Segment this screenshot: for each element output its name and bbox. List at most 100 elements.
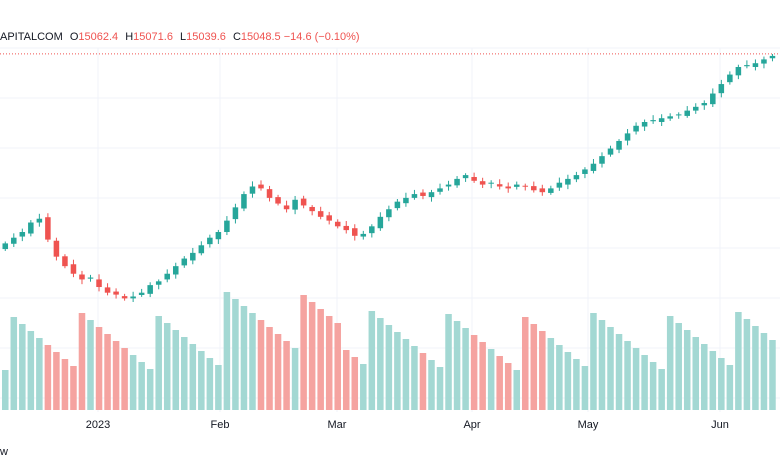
candle-body [411, 194, 418, 198]
candle-body [79, 274, 85, 280]
candle-body [241, 194, 247, 209]
volume-bar [436, 367, 444, 410]
candle-body [769, 55, 776, 59]
candle-body [70, 264, 77, 274]
candle-body [317, 211, 324, 217]
volume-bar [701, 344, 708, 410]
change-value: −14.6 (−0.10%) [283, 31, 360, 43]
candle-body [641, 121, 648, 127]
candle-body [181, 258, 188, 266]
x-tick-label: 2023 [86, 419, 110, 431]
high-value: 15071.6 [133, 31, 173, 43]
candle-body [624, 133, 631, 141]
volume-bar [129, 355, 137, 410]
candle-body [36, 218, 43, 223]
candle-body [752, 63, 759, 67]
volume-bar [291, 348, 299, 410]
volume-bar [189, 344, 197, 410]
candle-body [479, 181, 486, 185]
candle-body [599, 156, 605, 164]
volume-bar [692, 337, 700, 410]
candle-body [232, 207, 239, 220]
volume-bar [155, 316, 162, 410]
volume-bar [496, 356, 503, 410]
open-value: 15062.4 [78, 31, 119, 43]
volume-bar [564, 352, 572, 410]
low-value: 15039.6 [186, 31, 226, 43]
candle-body [590, 163, 597, 171]
volume-bar [445, 314, 452, 410]
candle-body [565, 178, 571, 185]
volume-bar [598, 320, 606, 410]
volume-bar [36, 338, 43, 410]
candle-body [650, 120, 656, 122]
volume-bar [760, 333, 768, 410]
close-label: C [232, 31, 241, 43]
volume-bar [428, 360, 435, 410]
volume-bar [666, 316, 674, 410]
volume-bar [78, 313, 86, 410]
candle-body [420, 192, 426, 196]
close-value: 15048.5 [240, 31, 281, 43]
candle-body [249, 186, 256, 194]
volume-bar [198, 351, 205, 410]
plot-area: 2023 Feb Mar Apr May Jun [0, 47, 780, 431]
volume-bar [104, 334, 111, 410]
candle-body [62, 256, 68, 267]
volume-bar [138, 362, 145, 410]
candle-body [582, 169, 588, 174]
candle-body [45, 217, 51, 240]
volume-bar [232, 299, 239, 410]
candle-body [692, 106, 699, 111]
volume-bar [641, 355, 648, 410]
volume-bar [539, 331, 546, 410]
volume-bar [411, 346, 418, 410]
volume-bar [752, 326, 759, 410]
candle-body [121, 296, 128, 299]
candle-body [360, 233, 367, 237]
candle-body [607, 148, 614, 155]
volume-bar [146, 369, 154, 410]
open-label: O [69, 31, 79, 43]
volume-bar [163, 323, 171, 410]
volume-bar [718, 358, 725, 410]
candle-body [539, 188, 546, 193]
volume-bar [470, 335, 478, 410]
volume-bar [2, 370, 9, 410]
volume-bar [44, 345, 52, 410]
candle-body [87, 277, 94, 279]
volume-bar [743, 319, 751, 410]
candle-body [207, 237, 213, 245]
volume-bar [53, 352, 60, 410]
candle-body [496, 184, 503, 187]
candle-body [369, 226, 375, 234]
candle-body [735, 66, 742, 76]
candle-body [164, 273, 170, 280]
volume-bar [675, 323, 682, 410]
candle-body [667, 116, 673, 119]
volume-bar [769, 340, 776, 410]
candle-body [761, 59, 767, 64]
candle-body [155, 281, 162, 285]
volume-bar [607, 327, 614, 410]
x-tick-label: Feb [211, 419, 230, 431]
x-tick-label: Apr [463, 419, 480, 431]
volume-bar [683, 330, 691, 410]
candle-body [283, 205, 290, 210]
volume-bar [590, 313, 597, 410]
high-label: H [125, 31, 134, 43]
volume-bar [573, 359, 580, 410]
candle-body [522, 185, 529, 187]
candle-body [172, 266, 179, 275]
volume-bar [360, 364, 367, 410]
volume-bar [325, 316, 333, 410]
candle-body [11, 237, 17, 244]
volume-bar [249, 313, 256, 410]
candle-body [505, 186, 511, 189]
x-tick-label: May [578, 419, 599, 431]
candle-body [53, 240, 60, 257]
ohlc-legend: APITALCOM O15062.4 H15071.6 L15039.6 C15… [0, 31, 360, 43]
candle-body [343, 225, 350, 231]
volume-bar [70, 366, 77, 410]
candle-body [658, 118, 665, 122]
